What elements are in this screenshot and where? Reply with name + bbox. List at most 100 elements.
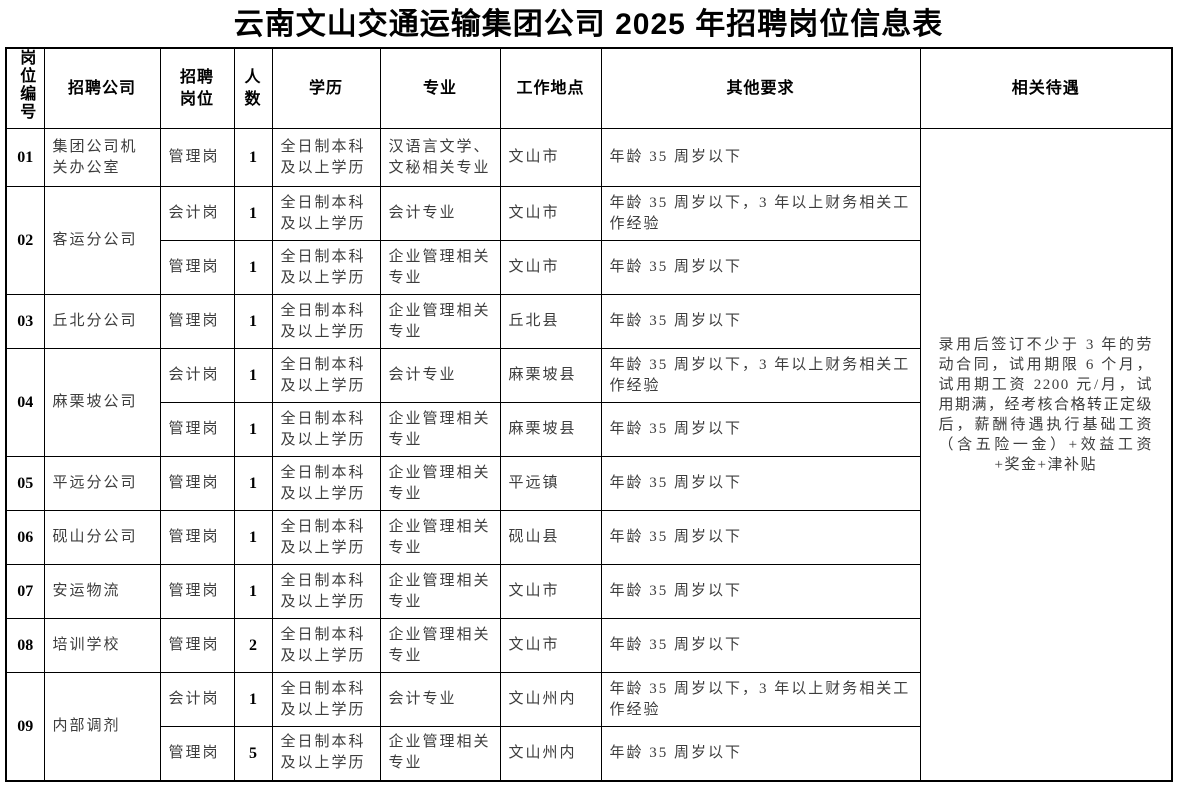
requirements-cell: 年龄 35 周岁以下: [600, 726, 921, 781]
education-cell: 全日制本科及以上学历: [271, 240, 381, 295]
company-cell: 砚山分公司: [43, 510, 161, 565]
requirements-cell: 年龄 35 周岁以下: [600, 294, 921, 349]
benefits-cell: 录用后签订不少于 3 年的劳动合同，试用期限 6 个月，试用期工资 2200 元…: [919, 128, 1173, 781]
count-cell: 1: [233, 186, 273, 241]
education-cell: 全日制本科及以上学历: [271, 128, 381, 187]
count-cell: 1: [233, 348, 273, 403]
company-cell: 丘北分公司: [43, 294, 161, 349]
header-row: 岗位编号 招聘公司 招聘 岗位 人 数 学历 专业 工作地点 其他要求 相关待遇: [5, 47, 1173, 129]
count-cell: 1: [233, 456, 273, 511]
company-cell: 麻栗坡公司: [43, 348, 161, 457]
location-cell: 文山市: [499, 240, 602, 295]
major-cell: 企业管理相关专业: [379, 456, 501, 511]
major-cell: 汉语言文学、文秘相关专业: [379, 128, 501, 187]
col-header-count: 人 数: [233, 47, 273, 129]
col-header-major: 专业: [379, 47, 501, 129]
company-cell: 培训学校: [43, 618, 161, 673]
table-header: 岗位编号 招聘公司 招聘 岗位 人 数 学历 专业 工作地点 其他要求 相关待遇: [5, 47, 1173, 129]
table-row: 07 安运物流 管理岗 1 全日制本科及以上学历 企业管理相关专业 文山市 年龄 35 周岁以…: [5, 564, 1172, 619]
major-cell: 企业管理相关专业: [379, 564, 501, 619]
post-cell: 会计岗: [159, 348, 235, 403]
table-body: 01 集团公司机关办公室 管理岗 1 全日制本科及以上学历 汉语言文学、文秘相关专业 文山市…: [5, 128, 1173, 781]
count-cell: 1: [233, 240, 273, 295]
col-header-company: 招聘公司: [43, 47, 161, 129]
major-cell: 会计专业: [379, 348, 501, 403]
major-cell: 企业管理相关专业: [379, 240, 501, 295]
count-cell: 2: [233, 618, 273, 673]
education-cell: 全日制本科及以上学历: [271, 618, 381, 673]
location-cell: 麻栗坡县: [499, 402, 602, 457]
post-cell: 管理岗: [159, 564, 235, 619]
requirements-cell: 年龄 35 周岁以下: [600, 510, 921, 565]
location-cell: 麻栗坡县: [499, 348, 602, 403]
position-id-cell: 02: [5, 186, 45, 295]
company-cell: 内部调剂: [43, 672, 161, 781]
requirements-cell: 年龄 35 周岁以下: [600, 402, 921, 457]
col-header-requirements: 其他要求: [600, 47, 921, 129]
post-cell: 会计岗: [159, 186, 235, 241]
major-cell: 企业管理相关专业: [379, 294, 501, 349]
education-cell: 全日制本科及以上学历: [271, 510, 381, 565]
count-cell: 1: [233, 128, 273, 187]
table-row: 08 培训学校 管理岗 2 全日制本科及以上学历 企业管理相关专业 文山市 年龄 35 周岁以…: [5, 618, 1172, 673]
location-cell: 文山市: [499, 128, 602, 187]
company-cell: 集团公司机关办公室: [43, 128, 161, 187]
col-header-post: 招聘 岗位: [159, 47, 235, 129]
position-id-cell: 04: [5, 348, 45, 457]
col-header-benefits: 相关待遇: [919, 47, 1173, 129]
location-cell: 文山市: [499, 618, 602, 673]
position-id-cell: 05: [5, 456, 45, 511]
education-cell: 全日制本科及以上学历: [271, 402, 381, 457]
post-cell: 管理岗: [159, 618, 235, 673]
education-cell: 全日制本科及以上学历: [271, 294, 381, 349]
post-cell: 管理岗: [159, 456, 235, 511]
post-cell: 管理岗: [159, 240, 235, 295]
education-cell: 全日制本科及以上学历: [271, 348, 381, 403]
count-cell: 5: [233, 726, 273, 781]
position-id-cell: 08: [5, 618, 45, 673]
table-row: 06 砚山分公司 管理岗 1 全日制本科及以上学历 企业管理相关专业 砚山县 年龄 35 周岁…: [5, 510, 1172, 565]
requirements-cell: 年龄 35 周岁以下，3 年以上财务相关工作经验: [600, 348, 921, 403]
education-cell: 全日制本科及以上学历: [271, 186, 381, 241]
requirements-cell: 年龄 35 周岁以下: [600, 240, 921, 295]
position-id-cell: 06: [5, 510, 45, 565]
education-cell: 全日制本科及以上学历: [271, 672, 381, 727]
recruitment-table: 岗位编号 招聘公司 招聘 岗位 人 数 学历 专业 工作地点 其他要求 相关待遇…: [5, 47, 1173, 782]
major-cell: 会计专业: [379, 672, 501, 727]
location-cell: 丘北县: [499, 294, 602, 349]
table-row: 04 麻栗坡公司 会计岗 1 全日制本科及以上学历 会计专业 麻栗坡县 年龄 35 周岁以下，…: [5, 348, 1172, 457]
col-header-education: 学历: [271, 47, 381, 129]
location-cell: 文山州内: [499, 672, 602, 727]
location-cell: 文山州内: [499, 726, 602, 781]
count-cell: 1: [233, 402, 273, 457]
position-id-cell: 07: [5, 564, 45, 619]
table-row: 02 客运分公司 会计岗 1 全日制本科及以上学历 会计专业 文山市 年龄 35 周岁以下，3…: [5, 186, 1172, 295]
requirements-cell: 年龄 35 周岁以下: [600, 618, 921, 673]
location-cell: 文山市: [499, 564, 602, 619]
page-title: 云南文山交通运输集团公司 2025 年招聘岗位信息表: [233, 8, 944, 41]
company-cell: 安运物流: [43, 564, 161, 619]
requirements-cell: 年龄 35 周岁以下: [600, 128, 921, 187]
location-cell: 文山市: [499, 186, 602, 241]
table-row: 05 平远分公司 管理岗 1 全日制本科及以上学历 企业管理相关专业 平远镇 年龄 35 周岁…: [5, 456, 1172, 511]
post-cell: 会计岗: [159, 672, 235, 727]
major-cell: 会计专业: [379, 186, 501, 241]
table-row: 01 集团公司机关办公室 管理岗 1 全日制本科及以上学历 汉语言文学、文秘相关专业 文山市…: [5, 128, 1173, 781]
position-id-cell: 03: [5, 294, 45, 349]
count-cell: 1: [233, 564, 273, 619]
table-row: 管理岗 1 全日制本科及以上学历 企业管理相关专业 文山市 年龄 35 周岁以下: [6, 240, 1172, 295]
company-cell: 平远分公司: [43, 456, 161, 511]
table-row: 09 内部调剂 会计岗 1 全日制本科及以上学历 会计专业 文山州内 年龄 35 周岁以下，3…: [5, 672, 1172, 781]
post-cell: 管理岗: [159, 402, 235, 457]
table-row: 管理岗 5 全日制本科及以上学历 企业管理相关专业 文山州内 年龄 35 周岁以下: [6, 726, 1172, 781]
requirements-cell: 年龄 35 周岁以下，3 年以上财务相关工作经验: [600, 186, 921, 241]
requirements-cell: 年龄 35 周岁以下: [600, 456, 921, 511]
major-cell: 企业管理相关专业: [379, 402, 501, 457]
major-cell: 企业管理相关专业: [379, 618, 501, 673]
education-cell: 全日制本科及以上学历: [271, 564, 381, 619]
education-cell: 全日制本科及以上学历: [271, 726, 381, 781]
major-cell: 企业管理相关专业: [379, 510, 501, 565]
requirements-cell: 年龄 35 周岁以下: [600, 564, 921, 619]
position-id-cell: 09: [5, 672, 45, 781]
count-cell: 1: [233, 672, 273, 727]
